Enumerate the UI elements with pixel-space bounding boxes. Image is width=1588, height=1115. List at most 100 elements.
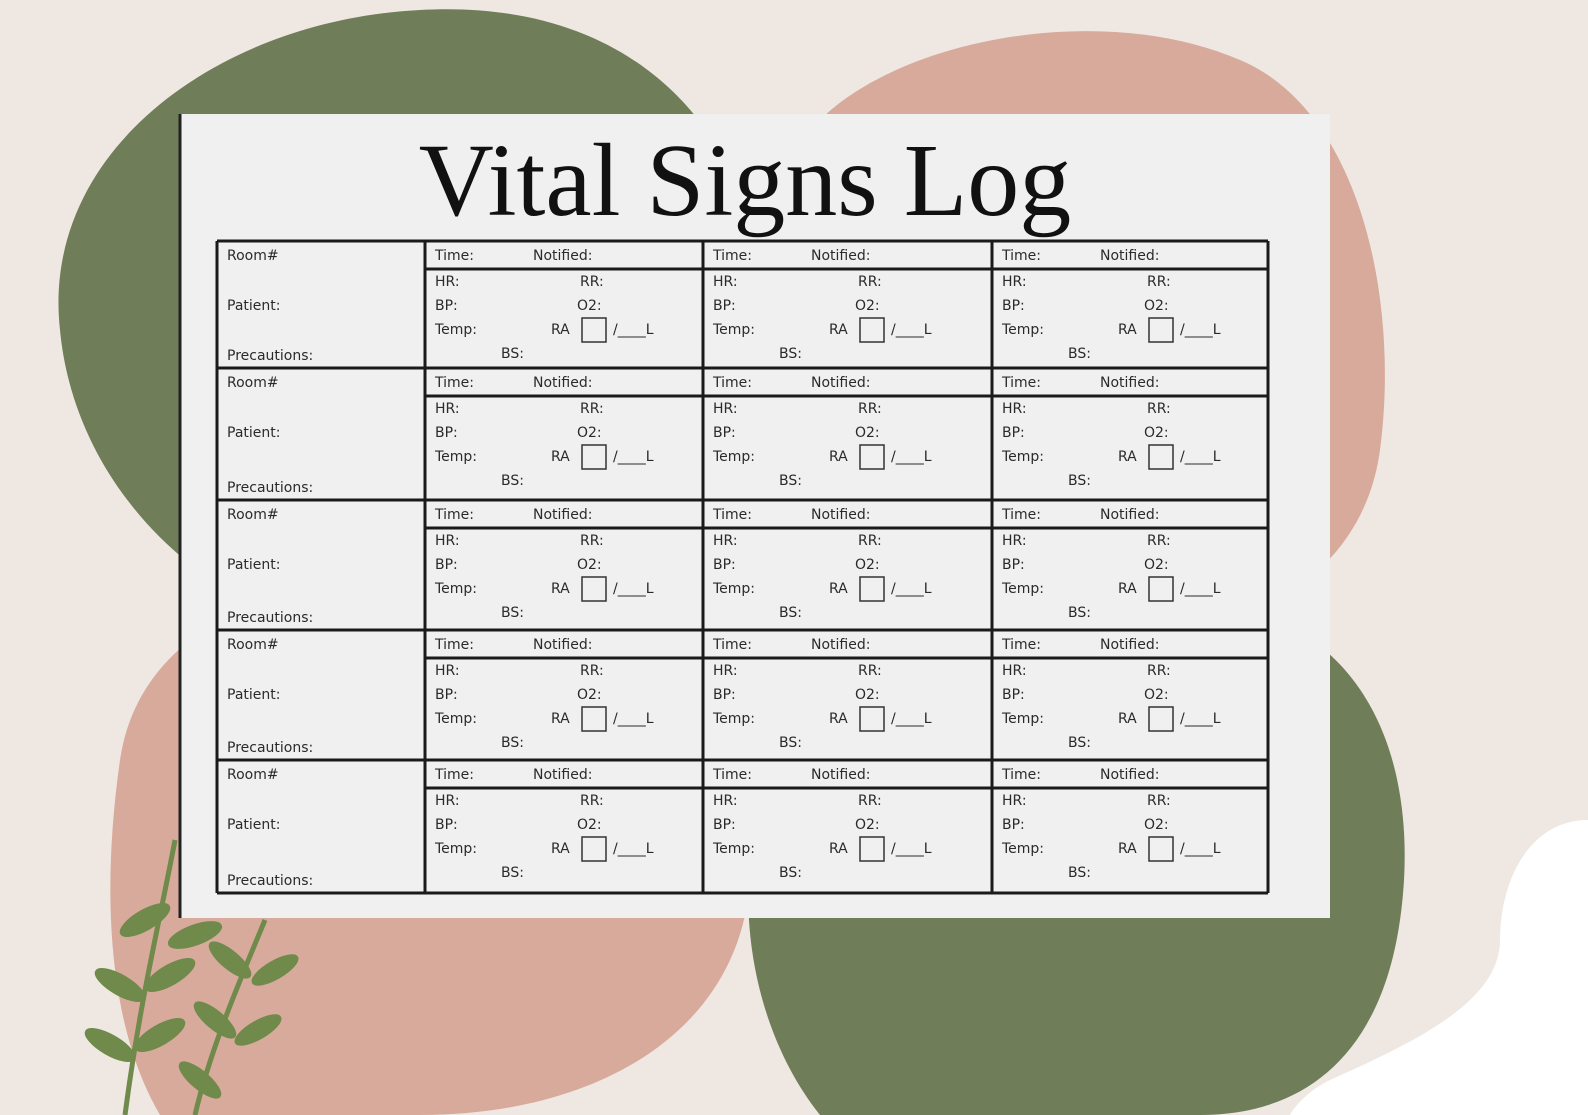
paper [180, 114, 1330, 918]
bs-label: BS: [1068, 473, 1091, 489]
bs-label: BS: [501, 605, 524, 621]
ra-label: RA [829, 841, 848, 857]
ra-label: RA [551, 581, 570, 597]
ra-checkbox [859, 576, 885, 602]
time-label: Time: [434, 767, 474, 783]
liters-label: /____L [1180, 581, 1221, 597]
o2-label: O2: [855, 298, 880, 314]
hr-label: HR: [1002, 793, 1027, 809]
bp-label: BP: [435, 817, 458, 833]
precautions-label: Precautions: [227, 740, 313, 756]
ra-checkbox [1148, 836, 1174, 862]
temp-label: Temp: [712, 841, 755, 857]
liters-label: /____L [1180, 711, 1221, 727]
time-label: Time: [1001, 637, 1041, 653]
time-label: Time: [712, 375, 752, 391]
ra-label: RA [1118, 711, 1137, 727]
bp-label: BP: [1002, 687, 1025, 703]
temp-label: Temp: [712, 449, 755, 465]
ra-label: RA [829, 449, 848, 465]
bp-label: BP: [435, 425, 458, 441]
ra-label: RA [1118, 449, 1137, 465]
precautions-label: Precautions: [227, 348, 313, 364]
rr-label: RR: [580, 663, 604, 679]
liters-label: /____L [613, 322, 654, 338]
hr-label: HR: [435, 533, 460, 549]
hr-label: HR: [713, 793, 738, 809]
ra-checkbox [1148, 317, 1174, 343]
bp-label: BP: [713, 425, 736, 441]
ra-label: RA [829, 581, 848, 597]
ra-checkbox [859, 706, 885, 732]
room-label: Room# [227, 375, 279, 391]
rr-label: RR: [580, 401, 604, 417]
liters-label: /____L [613, 711, 654, 727]
bs-label: BS: [779, 473, 802, 489]
hr-label: HR: [435, 663, 460, 679]
liters-label: /____L [613, 581, 654, 597]
temp-label: Temp: [434, 581, 477, 597]
notified-label: Notified: [533, 767, 592, 783]
bs-label: BS: [1068, 605, 1091, 621]
bs-label: BS: [501, 865, 524, 881]
bp-label: BP: [435, 687, 458, 703]
o2-label: O2: [577, 557, 602, 573]
patient-label: Patient: [227, 817, 280, 833]
ra-checkbox [1148, 706, 1174, 732]
ra-label: RA [551, 841, 570, 857]
time-label: Time: [1001, 248, 1041, 264]
bp-label: BP: [435, 557, 458, 573]
bs-label: BS: [1068, 346, 1091, 362]
ra-label: RA [829, 711, 848, 727]
liters-label: /____L [891, 322, 932, 338]
time-label: Time: [1001, 507, 1041, 523]
ra-label: RA [1118, 841, 1137, 857]
time-label: Time: [434, 375, 474, 391]
liters-label: /____L [891, 711, 932, 727]
patient-label: Patient: [227, 687, 280, 703]
time-label: Time: [712, 637, 752, 653]
hr-label: HR: [713, 533, 738, 549]
rr-label: RR: [1147, 401, 1171, 417]
ra-checkbox [859, 444, 885, 470]
hr-label: HR: [1002, 274, 1027, 290]
o2-label: O2: [577, 298, 602, 314]
o2-label: O2: [577, 817, 602, 833]
bp-label: BP: [1002, 557, 1025, 573]
notified-label: Notified: [811, 767, 870, 783]
o2-label: O2: [1144, 298, 1169, 314]
time-label: Time: [712, 248, 752, 264]
hr-label: HR: [713, 663, 738, 679]
bs-label: BS: [779, 605, 802, 621]
hr-label: HR: [435, 401, 460, 417]
rr-label: RR: [858, 401, 882, 417]
bp-label: BP: [1002, 298, 1025, 314]
temp-label: Temp: [434, 711, 477, 727]
temp-label: Temp: [1001, 449, 1044, 465]
room-label: Room# [227, 637, 279, 653]
notified-label: Notified: [1100, 375, 1159, 391]
o2-label: O2: [855, 557, 880, 573]
bp-label: BP: [435, 298, 458, 314]
temp-label: Temp: [712, 581, 755, 597]
liters-label: /____L [891, 581, 932, 597]
bs-label: BS: [1068, 865, 1091, 881]
rr-label: RR: [1147, 793, 1171, 809]
notified-label: Notified: [811, 637, 870, 653]
notified-label: Notified: [1100, 248, 1159, 264]
ra-checkbox [859, 317, 885, 343]
ra-checkbox [859, 836, 885, 862]
rr-label: RR: [1147, 533, 1171, 549]
notified-label: Notified: [811, 248, 870, 264]
ra-label: RA [551, 449, 570, 465]
ra-checkbox [1148, 444, 1174, 470]
notified-label: Notified: [811, 507, 870, 523]
notified-label: Notified: [533, 637, 592, 653]
bp-label: BP: [713, 557, 736, 573]
bs-label: BS: [779, 865, 802, 881]
bp-label: BP: [713, 298, 736, 314]
notified-label: Notified: [533, 375, 592, 391]
ra-checkbox [581, 444, 607, 470]
o2-label: O2: [577, 425, 602, 441]
